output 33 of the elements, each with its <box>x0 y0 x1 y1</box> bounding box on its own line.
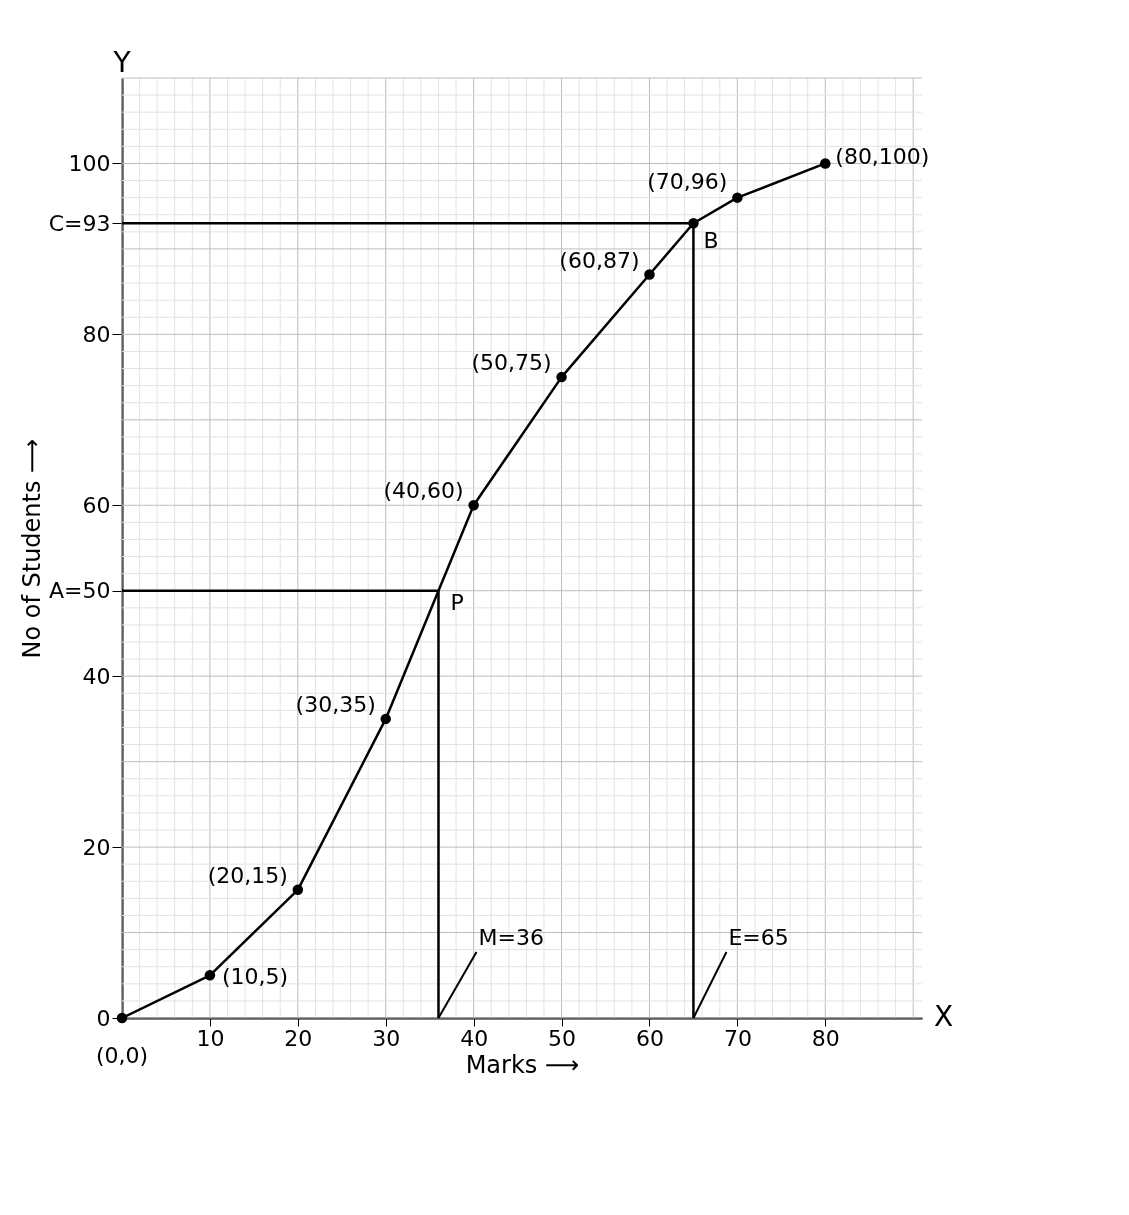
annotation: (20,15) <box>207 862 288 888</box>
annotation: E=65 <box>728 925 789 950</box>
x-tick-label: 10 <box>196 1025 225 1051</box>
y-tick-label: 0 <box>96 1005 111 1031</box>
annotation: (80,100) <box>835 144 930 170</box>
x-tick-label: 80 <box>811 1025 840 1051</box>
annotation: (60,87) <box>559 247 640 273</box>
annotation: B <box>703 228 719 254</box>
x-tick-label: 70 <box>723 1025 752 1051</box>
y-tick-label: 80 <box>82 321 111 347</box>
annotation: (30,35) <box>295 691 376 717</box>
x-tick-label: 30 <box>372 1025 401 1051</box>
x-tick-label: 20 <box>284 1025 313 1051</box>
annotation: M=36 <box>478 925 544 950</box>
y-tick-label: 20 <box>82 834 111 860</box>
x-axis-title: Marks ⟶ <box>465 1050 580 1079</box>
annotation: (10,5) <box>221 964 289 990</box>
annotation: (0,0) <box>95 1043 149 1068</box>
x-tick-label: 50 <box>548 1025 577 1051</box>
text: X <box>934 1000 954 1033</box>
y-tick-label: 60 <box>82 492 111 518</box>
y-tick-label: 40 <box>82 663 111 689</box>
annotation: (50,75) <box>471 350 552 376</box>
x-tick-label: 60 <box>635 1025 664 1051</box>
annotation: (40,60) <box>383 478 464 504</box>
annotation: (70,96) <box>647 168 728 194</box>
annotation: P <box>450 589 464 615</box>
y-tick-label: A=50 <box>49 578 111 604</box>
x-tick-label: 40 <box>460 1025 489 1051</box>
y-axis-title: No of Students ⟶ <box>17 438 46 659</box>
annotation: Y <box>112 46 132 79</box>
y-tick-label: C=93 <box>48 210 111 236</box>
y-tick-label: 100 <box>68 150 111 176</box>
